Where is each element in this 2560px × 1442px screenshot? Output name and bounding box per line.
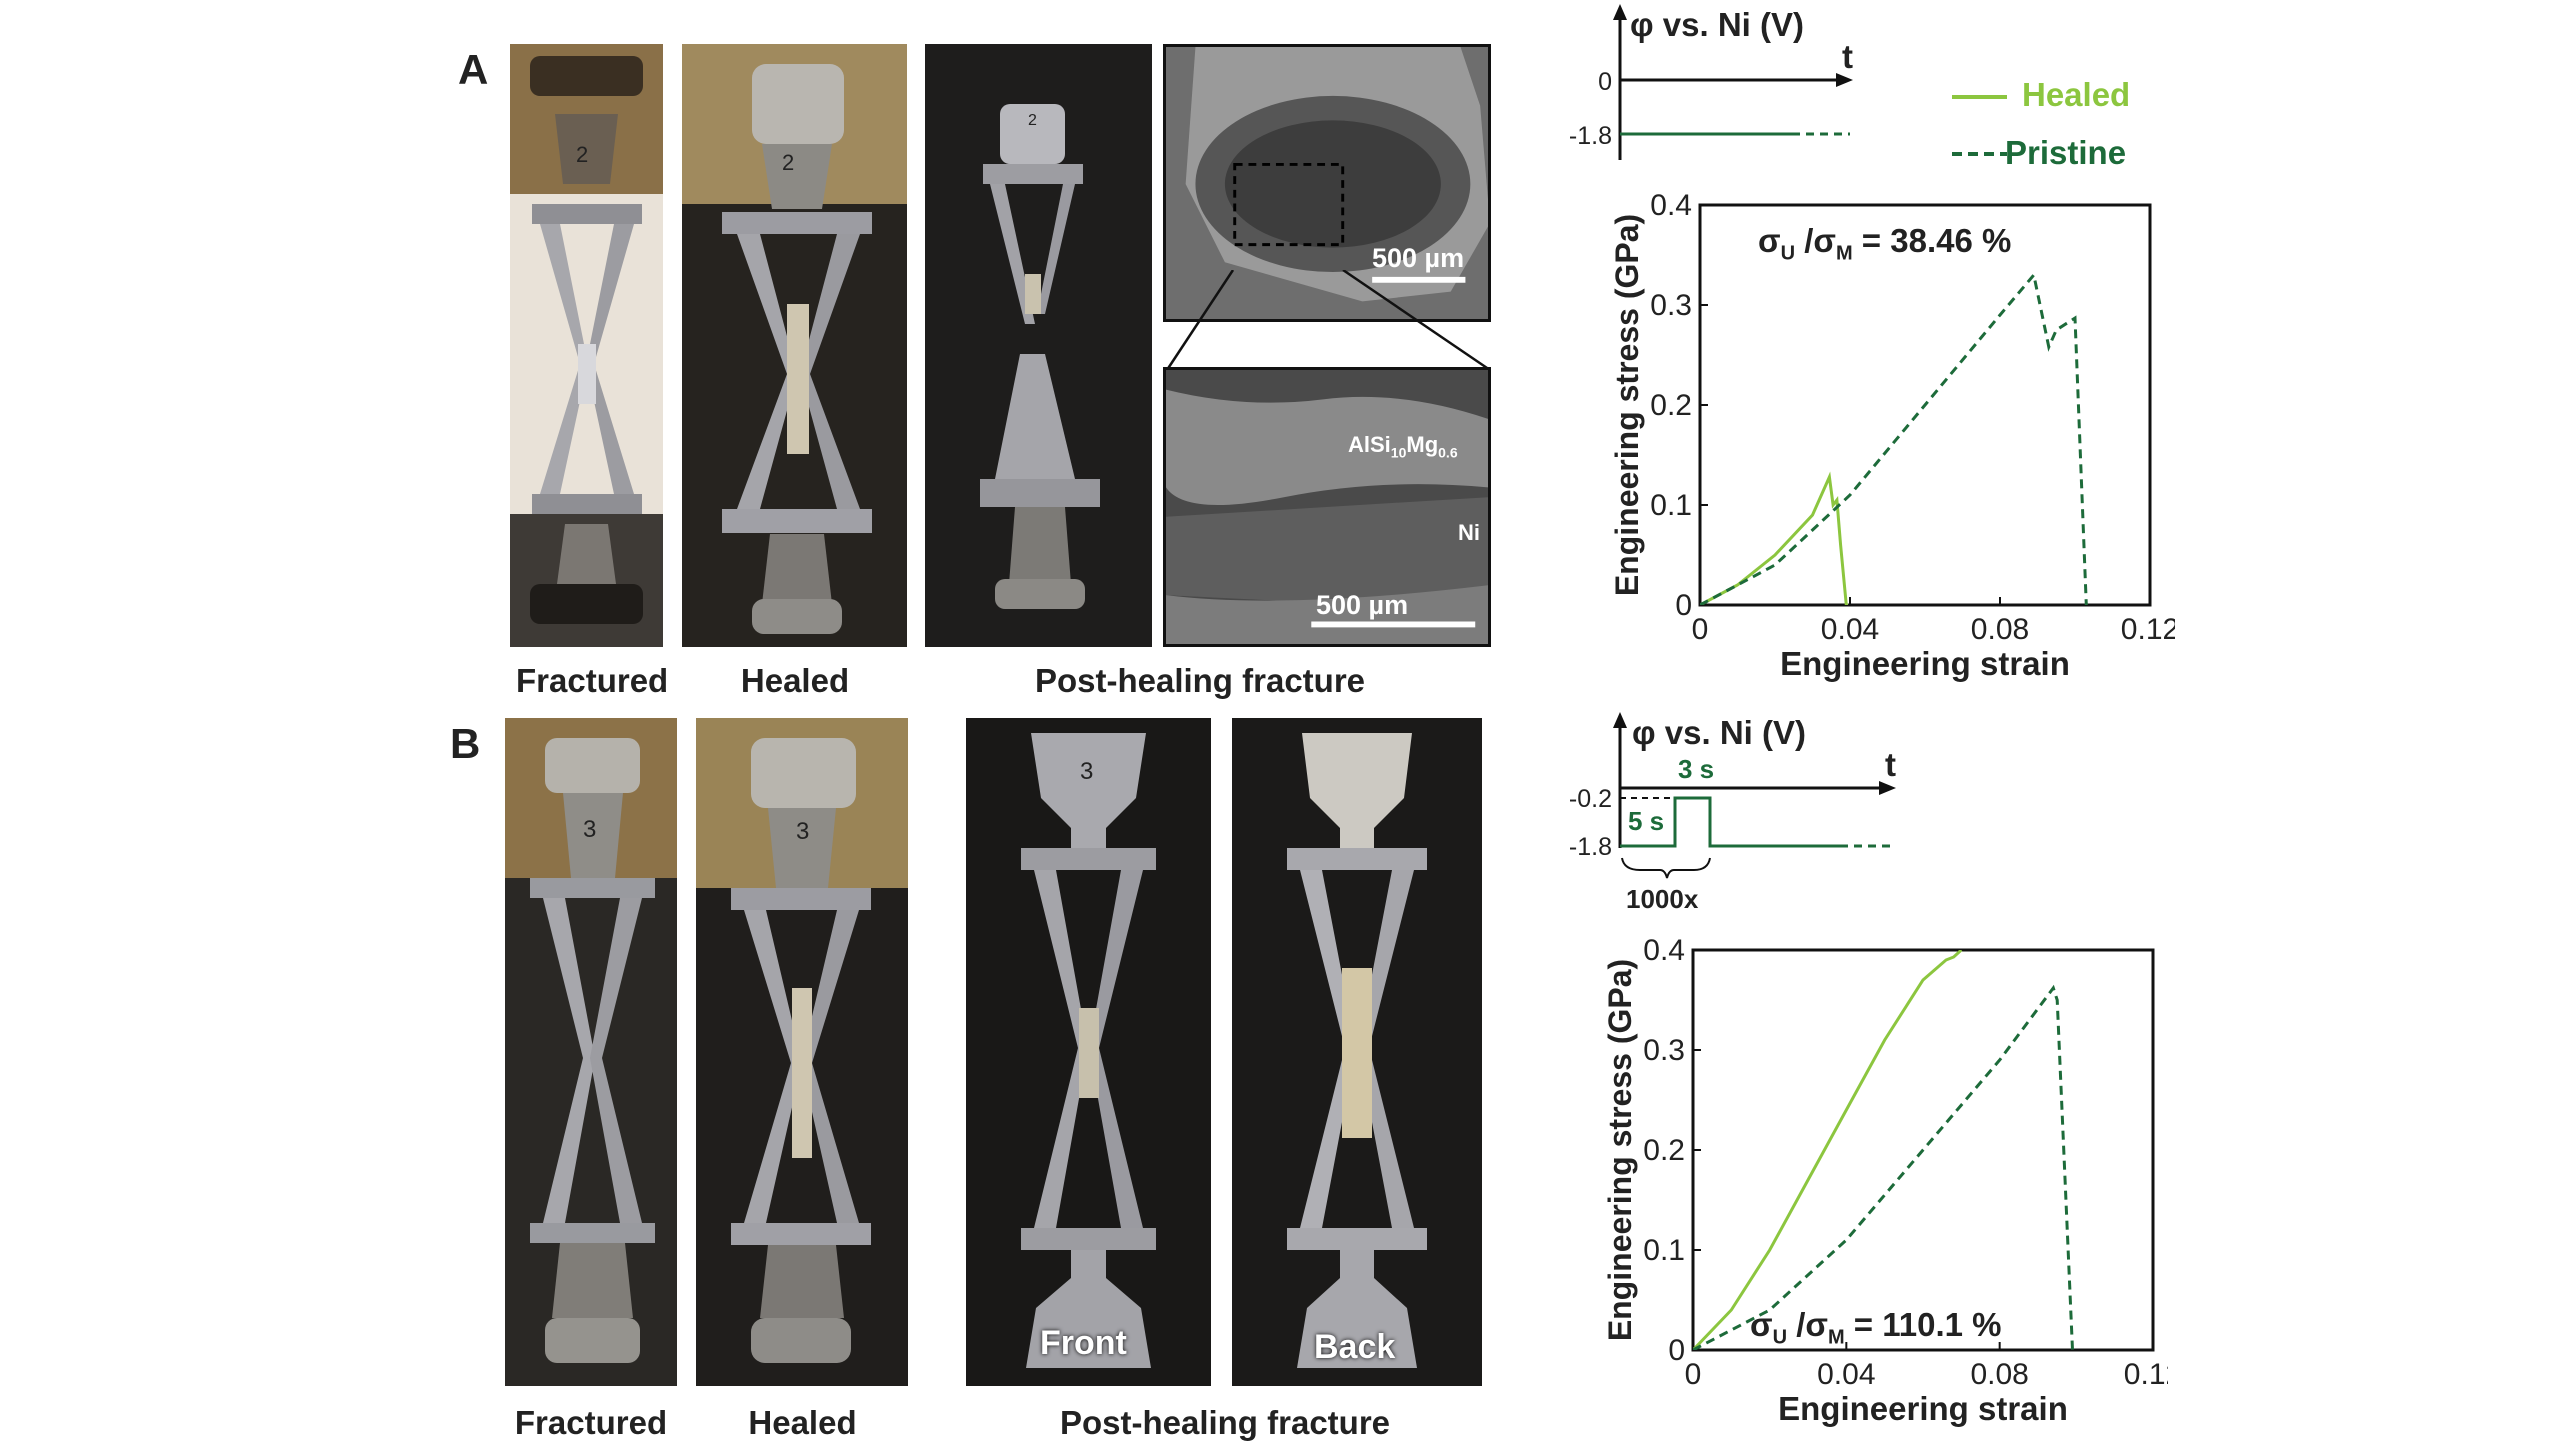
alloy-text-mg: Mg [1406,432,1439,457]
photo-a-post-healing: 2 [925,44,1152,647]
ratio-b-sigma-u: σ [1750,1306,1773,1343]
y-tick-label: 0.2 [1650,389,1692,422]
waveform-a-level-0: 0 [1598,68,1612,96]
sem-image-overview: 500 µm [1163,44,1491,322]
sem-top-scale-label: 500 µm [1372,243,1465,273]
caption-a-post-healing: Post-healing fracture [1034,662,1366,699]
legend-healed-swatch [1952,95,2007,99]
caption-a-healed: Healed [740,662,850,699]
caption-b-post-healing: Post-healing fracture [1059,1404,1391,1441]
caption-b-fractured: Fractured [514,1404,668,1441]
panel-b-letter: B [450,720,481,767]
specimen-mark: 2 [782,150,795,175]
waveform-a-title: φ vs. Ni (V) [1630,6,1804,43]
alloy-text-main: AlSi [1348,432,1391,457]
x-tick-label: 0.12 [2124,1358,2168,1391]
sem-bottom-scale-label: 500 µm [1316,590,1409,620]
ratio-b: σU /σM = 110.1 % [1750,1306,2002,1350]
specimen-mark: 3 [583,816,597,843]
waveform-b: φ vs. Ni (V) t 3 s 5 s -0.2 -1.8 1000x [1569,712,1896,914]
ratio-a-sigma-m: σ [1813,222,1836,259]
waveform-b-pulse-high: 3 s [1678,754,1714,784]
sem-zoom-connectors [1165,270,1491,372]
waveform-b-repeat: 1000x [1626,884,1699,914]
y-axis-label: Engineering stress (GPa) [1609,214,1645,596]
ratio-b-sub-u: U [1772,1326,1788,1349]
x-axis-label: Engineering strain [1778,1390,2068,1427]
waveform-b-pulse-low: 5 s [1628,806,1664,836]
sem-image-detail: AlSi10Mg0.6 Ni 500 µm [1163,367,1491,647]
photo-b-healed: 3 [696,718,908,1386]
x-tick-label: 0.12 [2121,613,2175,646]
photo-b-front: 3 Front [966,718,1211,1386]
x-tick-label: 0.08 [1970,1358,2028,1391]
ratio-a-sub-m: M [1835,242,1853,265]
caption-b-healed: Healed [748,1404,857,1441]
waveform-b-level-0: -0.2 [1569,785,1612,813]
y-axis-label: Engineering stress (GPa) [1602,959,1638,1341]
ratio-a: σU /σM = 38.46 % [1758,222,2011,266]
waveform-b-level-1: -1.8 [1569,833,1612,861]
x-tick-label: 0 [1692,613,1709,646]
series-line-healed [1700,471,1849,605]
photo-b-fractured: 3 [505,718,677,1386]
photo-a-healed: 2 [682,44,907,647]
ratio-a-sub-u: U [1780,242,1796,265]
specimen-mark: 3 [796,818,810,845]
caption-a-fractured: Fractured [516,662,669,699]
series-line-pristine [1693,984,2074,1350]
specimen-mark: 2 [1028,112,1037,129]
sem-label-alloy: AlSi10Mg0.6 [1348,432,1458,460]
waveform-a: φ vs. Ni (V) t 0 -1.8 [1570,4,1853,160]
photo-b-back: Back [1232,718,1482,1386]
y-tick-label: 0.3 [1643,1034,1685,1067]
legend-healed-label: Healed [2022,76,2131,113]
y-tick-label: 0.3 [1650,289,1692,322]
photo-label-back: Back [1314,1328,1396,1366]
x-tick-label: 0.04 [1817,1358,1875,1391]
x-tick-label: 0.04 [1821,613,1879,646]
panel-a-letter: A [458,46,489,93]
y-tick-label: 0 [1668,1334,1685,1367]
series-line-pristine [1700,271,2088,605]
y-tick-label: 0.1 [1643,1234,1685,1267]
legend-pristine-label: Pristine [2005,134,2127,171]
y-tick-label: 0.1 [1650,489,1692,522]
x-tick-label: 0 [1685,1358,1702,1391]
waveform-b-t: t [1885,746,1896,783]
y-tick-label: 0.4 [1650,190,1692,222]
specimen-mark: 3 [1080,758,1094,785]
series-line-healed [1693,950,1963,1350]
alloy-sub-mg: 0.6 [1438,444,1458,461]
specimen-mark: 2 [576,142,589,167]
waveform-a-level-1: -1.8 [1570,122,1612,150]
alloy-sub-si: 10 [1390,444,1407,461]
x-tick-label: 0.08 [1971,613,2029,646]
ratio-b-value: = 110.1 % [1853,1306,2002,1343]
y-tick-label: 0.4 [1643,935,1685,967]
y-tick-label: 0 [1675,589,1692,622]
ratio-a-sigma-u: σ [1758,222,1781,259]
photo-a-fractured: 2 [510,44,663,647]
ratio-a-value: = 38.46 % [1861,222,2012,259]
waveform-b-title: φ vs. Ni (V) [1632,714,1806,751]
ratio-b-slash: / [1796,1306,1806,1343]
x-axis-label: Engineering strain [1780,645,2070,682]
ratio-b-sigma-m: σ [1805,1306,1828,1343]
ratio-b-sub-m: M [1827,1326,1845,1349]
sem-label-ni: Ni [1458,520,1480,545]
legend-pristine-swatch [1952,152,2007,156]
ratio-a-slash: / [1804,222,1814,259]
y-tick-label: 0.2 [1643,1134,1685,1167]
waveform-a-t: t [1842,38,1853,75]
photo-label-front: Front [1040,1324,1127,1362]
